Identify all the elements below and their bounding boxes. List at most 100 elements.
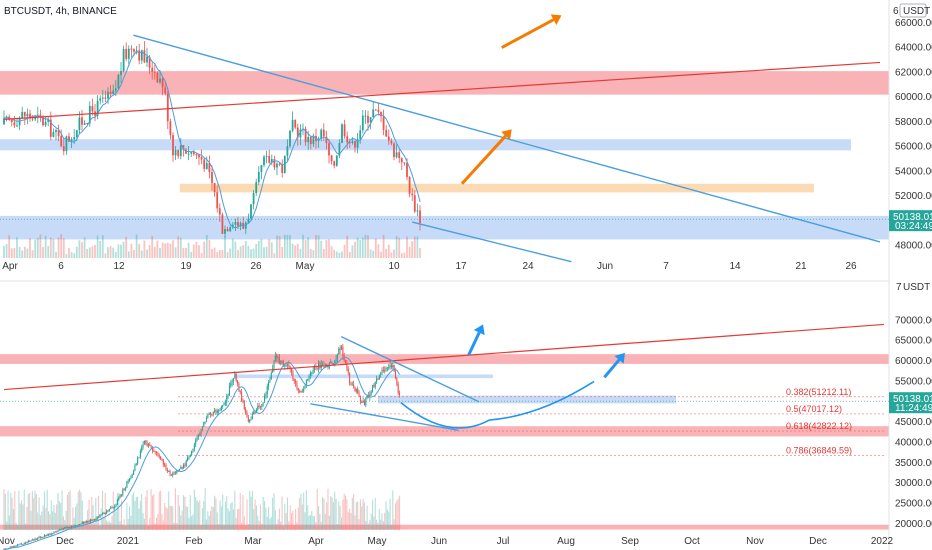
p2-volume-bar (116, 493, 118, 530)
p2-volume-bar (376, 519, 378, 530)
p1-volume-bar (213, 247, 216, 258)
p2-volume-bar (41, 511, 43, 530)
top-currency-toggle[interactable]: 6 USDT (893, 3, 930, 18)
p2-volume-bar (214, 495, 216, 530)
p2-volume-bar (43, 491, 46, 530)
p1-volume-bar (369, 249, 372, 258)
p1-volume-bar (247, 245, 250, 258)
p2-candle-body (73, 525, 75, 527)
p2-volume-bar (270, 516, 272, 530)
p2-x-tick-label-8: Jul (497, 536, 510, 547)
p2-candle-body (207, 414, 209, 418)
p2-candle-body (265, 394, 267, 397)
p2-candle-body (322, 363, 324, 365)
p2-volume-bar (141, 493, 143, 530)
currency-toggle-icon[interactable] (899, 3, 927, 18)
p1-candle-body (125, 48, 128, 59)
p1-candle-body (153, 71, 156, 73)
p1-candle-body (361, 115, 364, 131)
p2-candle-body (70, 525, 73, 528)
p2-volume-bar (172, 506, 174, 530)
p1-candle-body (55, 130, 57, 132)
p1-volume-bar (10, 248, 13, 258)
p1-candle-body (91, 105, 94, 112)
p2-candle-body (346, 362, 348, 369)
p1-candle-body (112, 90, 115, 95)
p1-volume-bar (39, 234, 42, 258)
bottom-panel[interactable]: 0.382(51212.11) 0.5(47017.12) 0.618(42822.… (0, 323, 889, 550)
p2-candle-body (50, 533, 52, 535)
p1-volume-bar (374, 238, 377, 258)
p2-candle-body (92, 519, 94, 521)
bottom-currency-toggle[interactable]: 7 USDT (896, 282, 930, 293)
p1-candle-body (203, 159, 206, 169)
p1-volume-bar (83, 237, 86, 258)
top-panel[interactable] (0, 14, 889, 263)
p2-candle-body (79, 524, 81, 526)
p2-volume-bar (135, 497, 137, 530)
p2-volume-bar (242, 495, 244, 530)
p2-candle-body (196, 437, 198, 440)
p1-candle-body (289, 130, 291, 147)
p1-volume-bar (143, 240, 146, 258)
p2-x-tick-label-5: Apr (308, 536, 324, 547)
p1-volume-bar (52, 239, 55, 258)
p2-x-tick-label-14: 2022 (871, 536, 894, 547)
bottom-volume (3, 488, 401, 530)
p2-candle-body (211, 414, 213, 416)
p2-volume-bar (372, 499, 374, 530)
p1-volume-bar (328, 239, 330, 258)
p2-candle-body (254, 411, 256, 413)
p1-candle-body (146, 56, 148, 63)
p2-candle-body (68, 526, 70, 528)
p2-volume-bar (358, 519, 360, 530)
p2-volume-bar (193, 489, 195, 530)
p1-volume-bar (70, 252, 73, 258)
p2-arrow-head-1 (614, 352, 625, 364)
p1-volume-bar (156, 240, 159, 258)
p1-volume-bar (231, 238, 234, 258)
p2-volume-bar (278, 508, 280, 530)
p1-candle-body (278, 163, 281, 165)
p1-volume-bar (356, 237, 359, 258)
p1-volume-bar (159, 247, 161, 258)
p2-volume-bar (238, 509, 240, 530)
p2-candle-body (174, 472, 176, 474)
p1-volume-bar (307, 237, 310, 258)
p1-candle-body (70, 139, 73, 142)
p2-x-tick-label-3: Feb (185, 536, 203, 547)
p2-candle-body (366, 395, 368, 399)
p2-candle-body (60, 529, 62, 531)
p2-candle-body (65, 527, 67, 529)
p1-candle-body (294, 119, 297, 128)
p2-volume-bar (15, 523, 17, 530)
p2-volume-bar (8, 515, 10, 530)
p2-candle-body (286, 364, 289, 366)
p1-volume-bar (109, 246, 112, 258)
p1-volume-bar (195, 241, 198, 258)
p2-volume-bar (7, 490, 9, 530)
p2-candle-body (26, 542, 28, 544)
p2-volume-bar (181, 510, 183, 530)
p2-candle-body (139, 451, 141, 458)
p1-volume-bar (320, 240, 323, 258)
p1-candle-body (234, 222, 237, 225)
p1-candle-body (393, 143, 395, 158)
p2-candle-body (273, 361, 275, 369)
p2-volume-bar (97, 495, 100, 530)
p2-candle-body (353, 384, 355, 387)
p1-volume-bar (133, 249, 135, 258)
bottom-time-axis[interactable]: Nov Dec 2021 Feb Mar Apr May Jun Jul Aug Sep Oct Nov… (0, 536, 894, 547)
p2-candle-body (226, 396, 228, 403)
p2-candle-body (374, 382, 376, 387)
p1-candle-body (382, 116, 385, 130)
p2-candle-body (18, 544, 20, 546)
p2-volume-bar (111, 516, 113, 530)
p2-candle-body (305, 379, 307, 386)
p2-candle-body (100, 514, 102, 516)
p2-volume-bar (249, 491, 251, 530)
p2-volume-bar (367, 523, 370, 530)
p2-volume-bar (219, 500, 221, 530)
top-time-axis[interactable]: Apr 6 12 19 26 May 10 17 24 Jun 7 14 21 26 (2, 261, 857, 272)
